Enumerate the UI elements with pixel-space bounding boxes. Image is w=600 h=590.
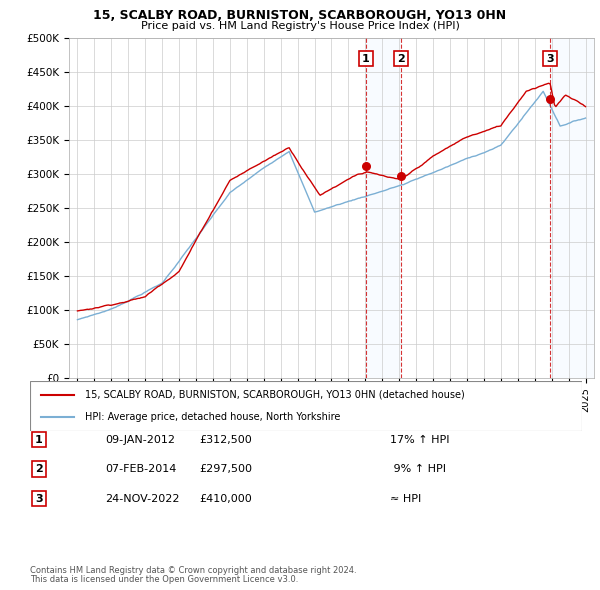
Point [545, 94, 555, 104]
Text: 3: 3 [35, 494, 43, 503]
Bar [550, 38, 594, 378]
Text: 1: 1 [35, 435, 43, 444]
Text: 2: 2 [35, 464, 43, 474]
Text: 09-JAN-2012: 09-JAN-2012 [105, 435, 175, 444]
Text: 15, SCALBY ROAD, BURNISTON, SCARBOROUGH, YO13 0HN: 15, SCALBY ROAD, BURNISTON, SCARBOROUGH,… [94, 9, 506, 22]
Text: 3: 3 [546, 54, 554, 64]
Text: £297,500: £297,500 [199, 464, 252, 474]
Text: £312,500: £312,500 [199, 435, 252, 444]
Text: HPI: Average price, detached house, North Yorkshire: HPI: Average price, detached house, Nort… [85, 412, 341, 422]
Text: 17% ↑ HPI: 17% ↑ HPI [390, 435, 449, 444]
Text: 2: 2 [397, 54, 405, 64]
FancyBboxPatch shape [30, 381, 582, 431]
Text: This data is licensed under the Open Government Licence v3.0.: This data is licensed under the Open Gov… [30, 575, 298, 584]
Text: Contains HM Land Registry data © Crown copyright and database right 2024.: Contains HM Land Registry data © Crown c… [30, 566, 356, 575]
Text: 1: 1 [362, 54, 370, 64]
Bar [366, 38, 401, 378]
Text: ≈ HPI: ≈ HPI [390, 494, 421, 503]
Point [396, 171, 406, 181]
Text: 9% ↑ HPI: 9% ↑ HPI [390, 464, 446, 474]
Text: Price paid vs. HM Land Registry's House Price Index (HPI): Price paid vs. HM Land Registry's House … [140, 21, 460, 31]
Text: £410,000: £410,000 [199, 494, 252, 503]
Text: 15, SCALBY ROAD, BURNISTON, SCARBOROUGH, YO13 0HN (detached house): 15, SCALBY ROAD, BURNISTON, SCARBOROUGH,… [85, 389, 465, 399]
Text: 24-NOV-2022: 24-NOV-2022 [105, 494, 179, 503]
Point [361, 161, 371, 171]
Text: 07-FEB-2014: 07-FEB-2014 [105, 464, 176, 474]
